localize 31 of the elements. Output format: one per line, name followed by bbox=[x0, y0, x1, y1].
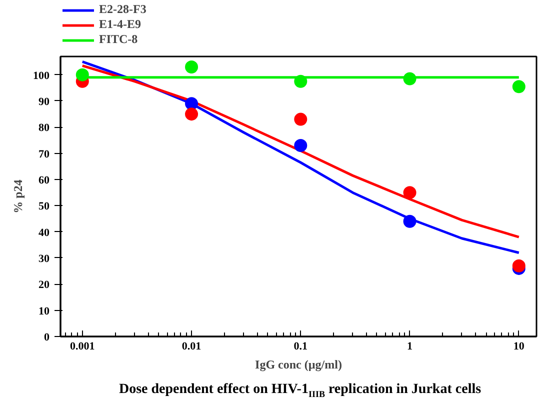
y-tick-label: 20 bbox=[38, 279, 50, 292]
point bbox=[512, 80, 526, 94]
y-tick-label: 80 bbox=[38, 122, 50, 134]
point bbox=[76, 68, 89, 82]
y-tick-label: 70 bbox=[38, 148, 50, 160]
y-tick-label: 50 bbox=[38, 200, 50, 213]
x-tick-label: 1 bbox=[407, 340, 413, 352]
y-tick-label: 60 bbox=[38, 174, 50, 186]
x-tick-label: 0.001 bbox=[70, 340, 95, 352]
legend-label: E1-4-E9 bbox=[99, 17, 141, 32]
x-tick-label: 0.01 bbox=[182, 340, 202, 352]
point bbox=[403, 72, 416, 86]
y-tick-label: 40 bbox=[38, 226, 50, 239]
y-axis-title: % p24 bbox=[11, 180, 25, 214]
legend-label: FITC-8 bbox=[99, 32, 138, 47]
point bbox=[294, 112, 308, 126]
point bbox=[294, 74, 308, 88]
y-tick-label: 10 bbox=[38, 305, 50, 318]
y-tick-label: 100 bbox=[33, 70, 50, 82]
x-tick-label: 0.1 bbox=[294, 340, 308, 352]
x-tick-label: 10 bbox=[513, 340, 525, 352]
legend-label: E2-28-F3 bbox=[99, 2, 146, 17]
point bbox=[512, 259, 526, 272]
point bbox=[403, 186, 416, 200]
y-tick-label: 90 bbox=[38, 96, 50, 108]
y-tick-label: 0 bbox=[44, 332, 50, 344]
y-tick-label: 30 bbox=[38, 252, 50, 265]
point bbox=[185, 60, 198, 74]
x-axis-title: IgG conc (µg/ml) bbox=[255, 358, 342, 372]
text: Dose dependent effect on HIV-1$_{IIIB}$ replication in Jurkat cells bbox=[118, 381, 482, 401]
point bbox=[185, 108, 198, 121]
